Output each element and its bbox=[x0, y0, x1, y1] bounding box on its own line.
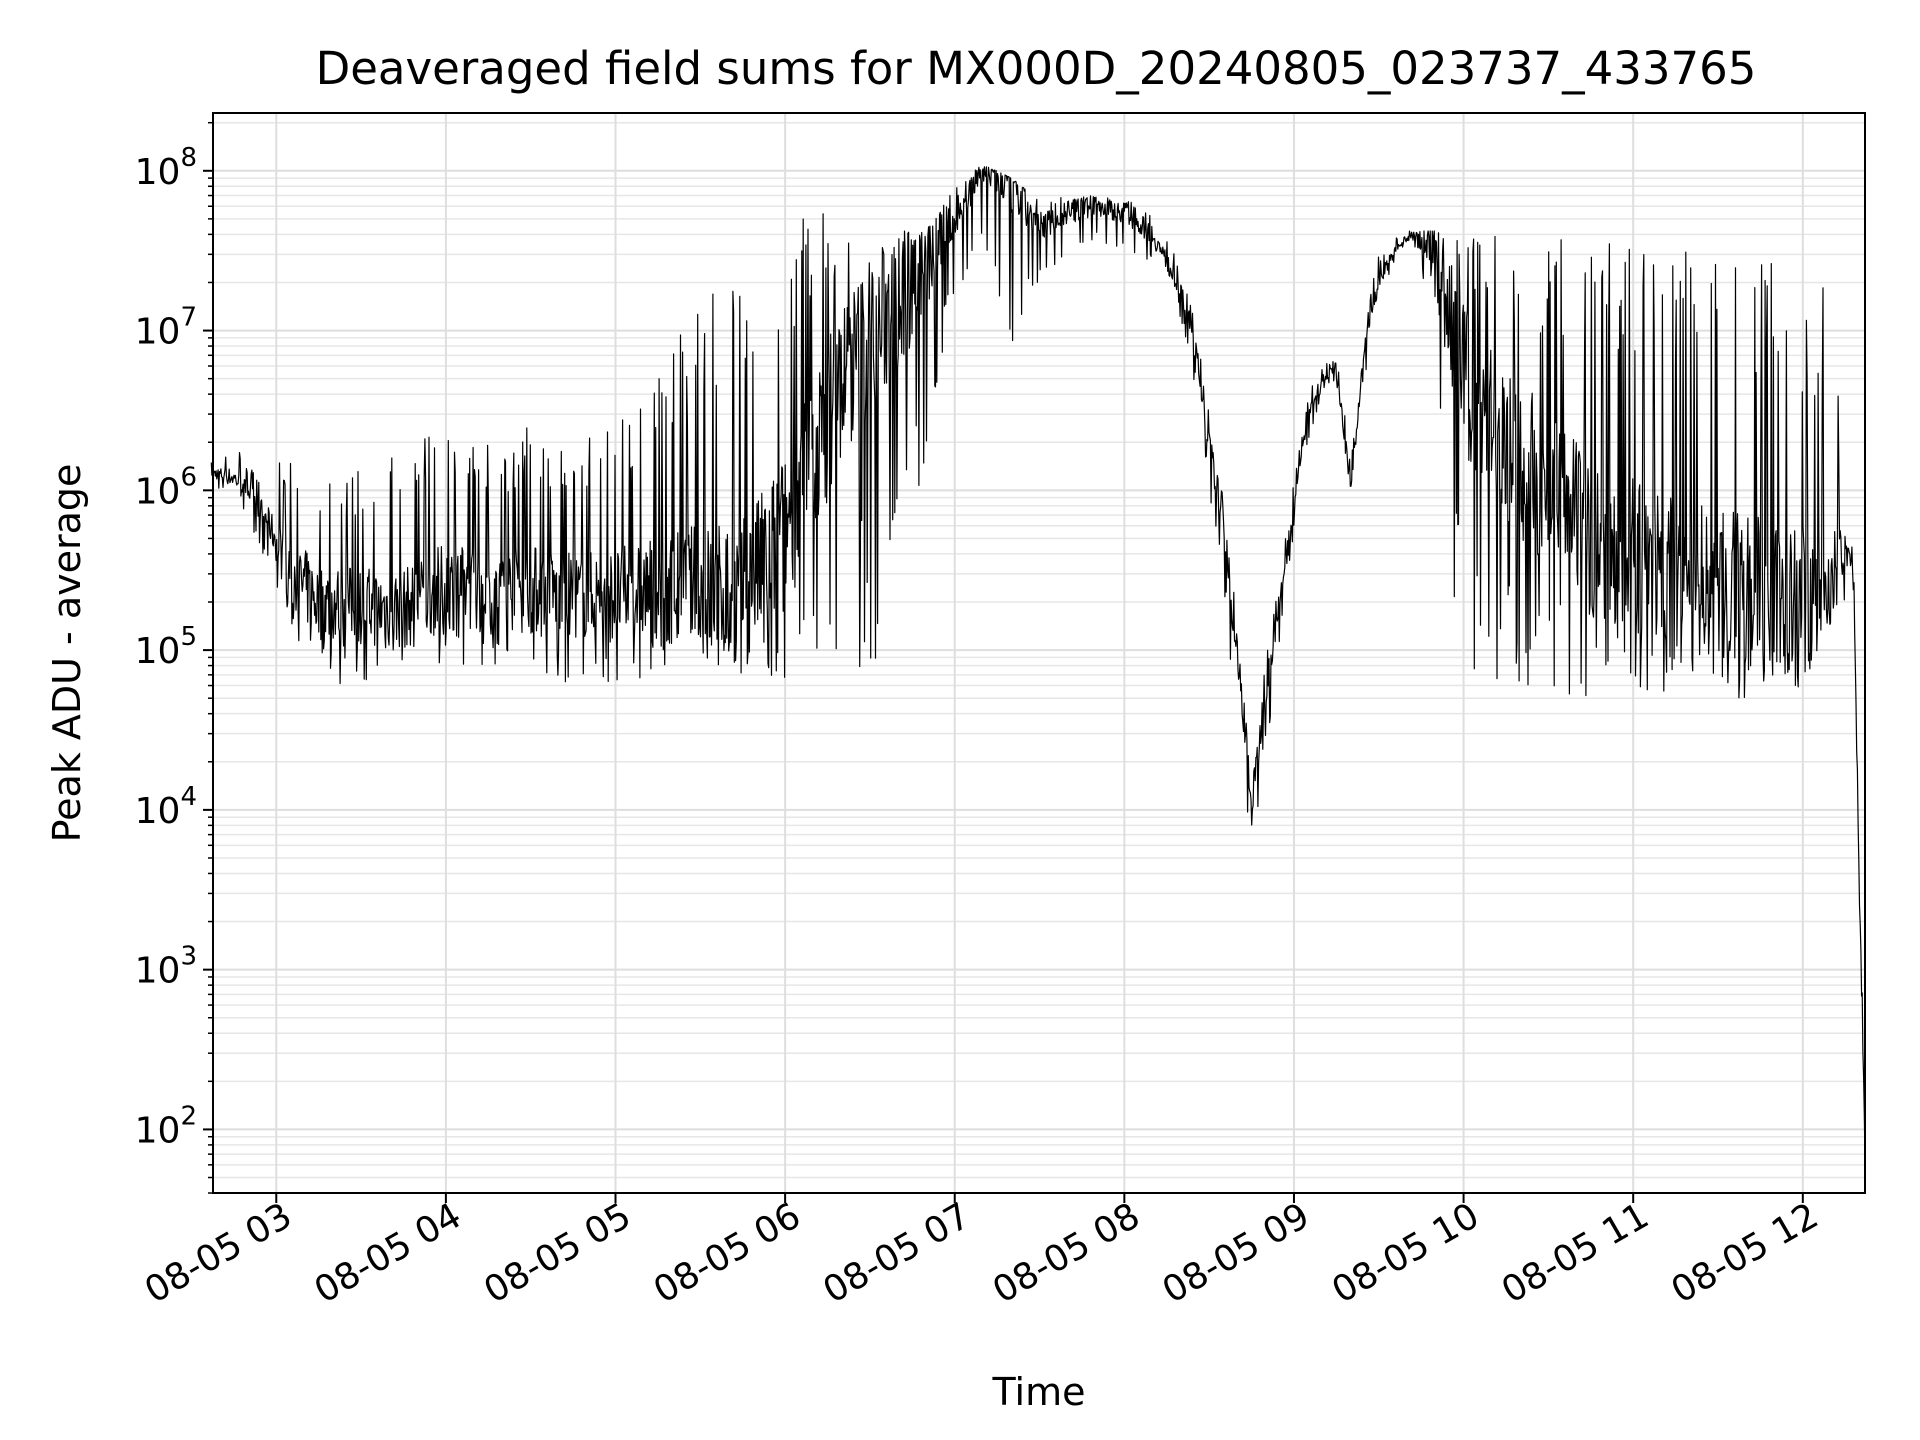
y-tick-label: 104 bbox=[135, 782, 197, 832]
y-tick-label: 106 bbox=[135, 462, 197, 512]
series-line bbox=[210, 166, 1866, 1164]
y-tick-label: 108 bbox=[135, 143, 197, 193]
plot-frame bbox=[212, 112, 1866, 1194]
y-tick-label: 103 bbox=[135, 942, 197, 992]
y-tick-label: 107 bbox=[135, 303, 197, 353]
y-axis-label: Peak ADU - average bbox=[45, 464, 89, 843]
grid bbox=[213, 113, 1865, 1194]
y-tick-label: 102 bbox=[135, 1101, 197, 1151]
chart-title: Deaveraged field sums for MX000D_2024080… bbox=[316, 42, 1757, 95]
x-axis-label: Time bbox=[992, 1370, 1086, 1414]
data-series bbox=[210, 166, 1866, 1164]
y-tick-label: 105 bbox=[135, 622, 197, 672]
